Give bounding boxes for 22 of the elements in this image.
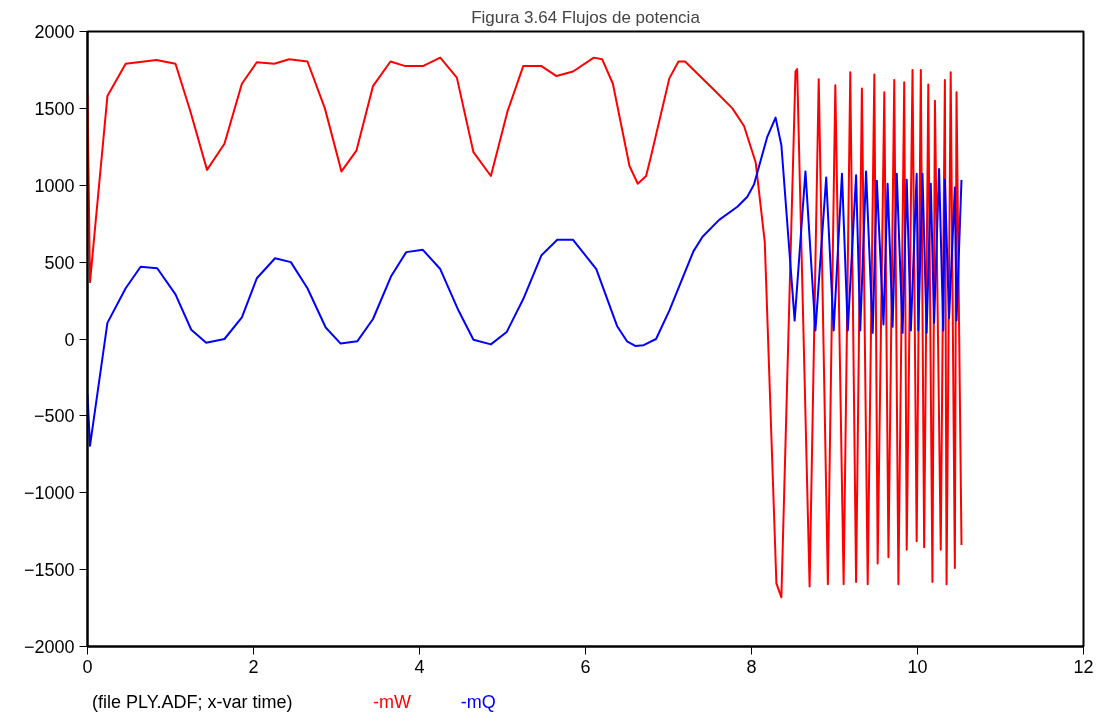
text: (file PLY.ADF; x-var time) [92,691,293,712]
chart-title: Figura 3.64 Flujos de potencia [471,7,701,27]
y-tick-label: 0 [64,329,75,350]
x-tick-label: 4 [414,656,425,677]
y-tick-label: −1000 [23,483,75,504]
x-tick-label: 0 [82,656,93,677]
x-tick-label: 12 [1073,656,1094,677]
y-tick-label: 1500 [34,98,75,119]
x-tick-label: 6 [580,656,591,677]
x-tick-label: 2 [248,656,259,677]
line-series [87,56,963,599]
text: -mQ [460,691,496,712]
x-tick-label: 10 [907,656,928,677]
y-tick-label: −500 [33,406,75,427]
x-tick-label: 8 [746,656,757,677]
y-tick-label: 1000 [34,175,75,196]
y-tick-label: 500 [44,252,75,273]
line-series [87,116,963,447]
y-tick-label: −1500 [23,560,75,581]
text: -mW [373,691,412,712]
y-tick-label: −2000 [23,637,75,657]
y-tick-label: 2000 [34,22,75,42]
